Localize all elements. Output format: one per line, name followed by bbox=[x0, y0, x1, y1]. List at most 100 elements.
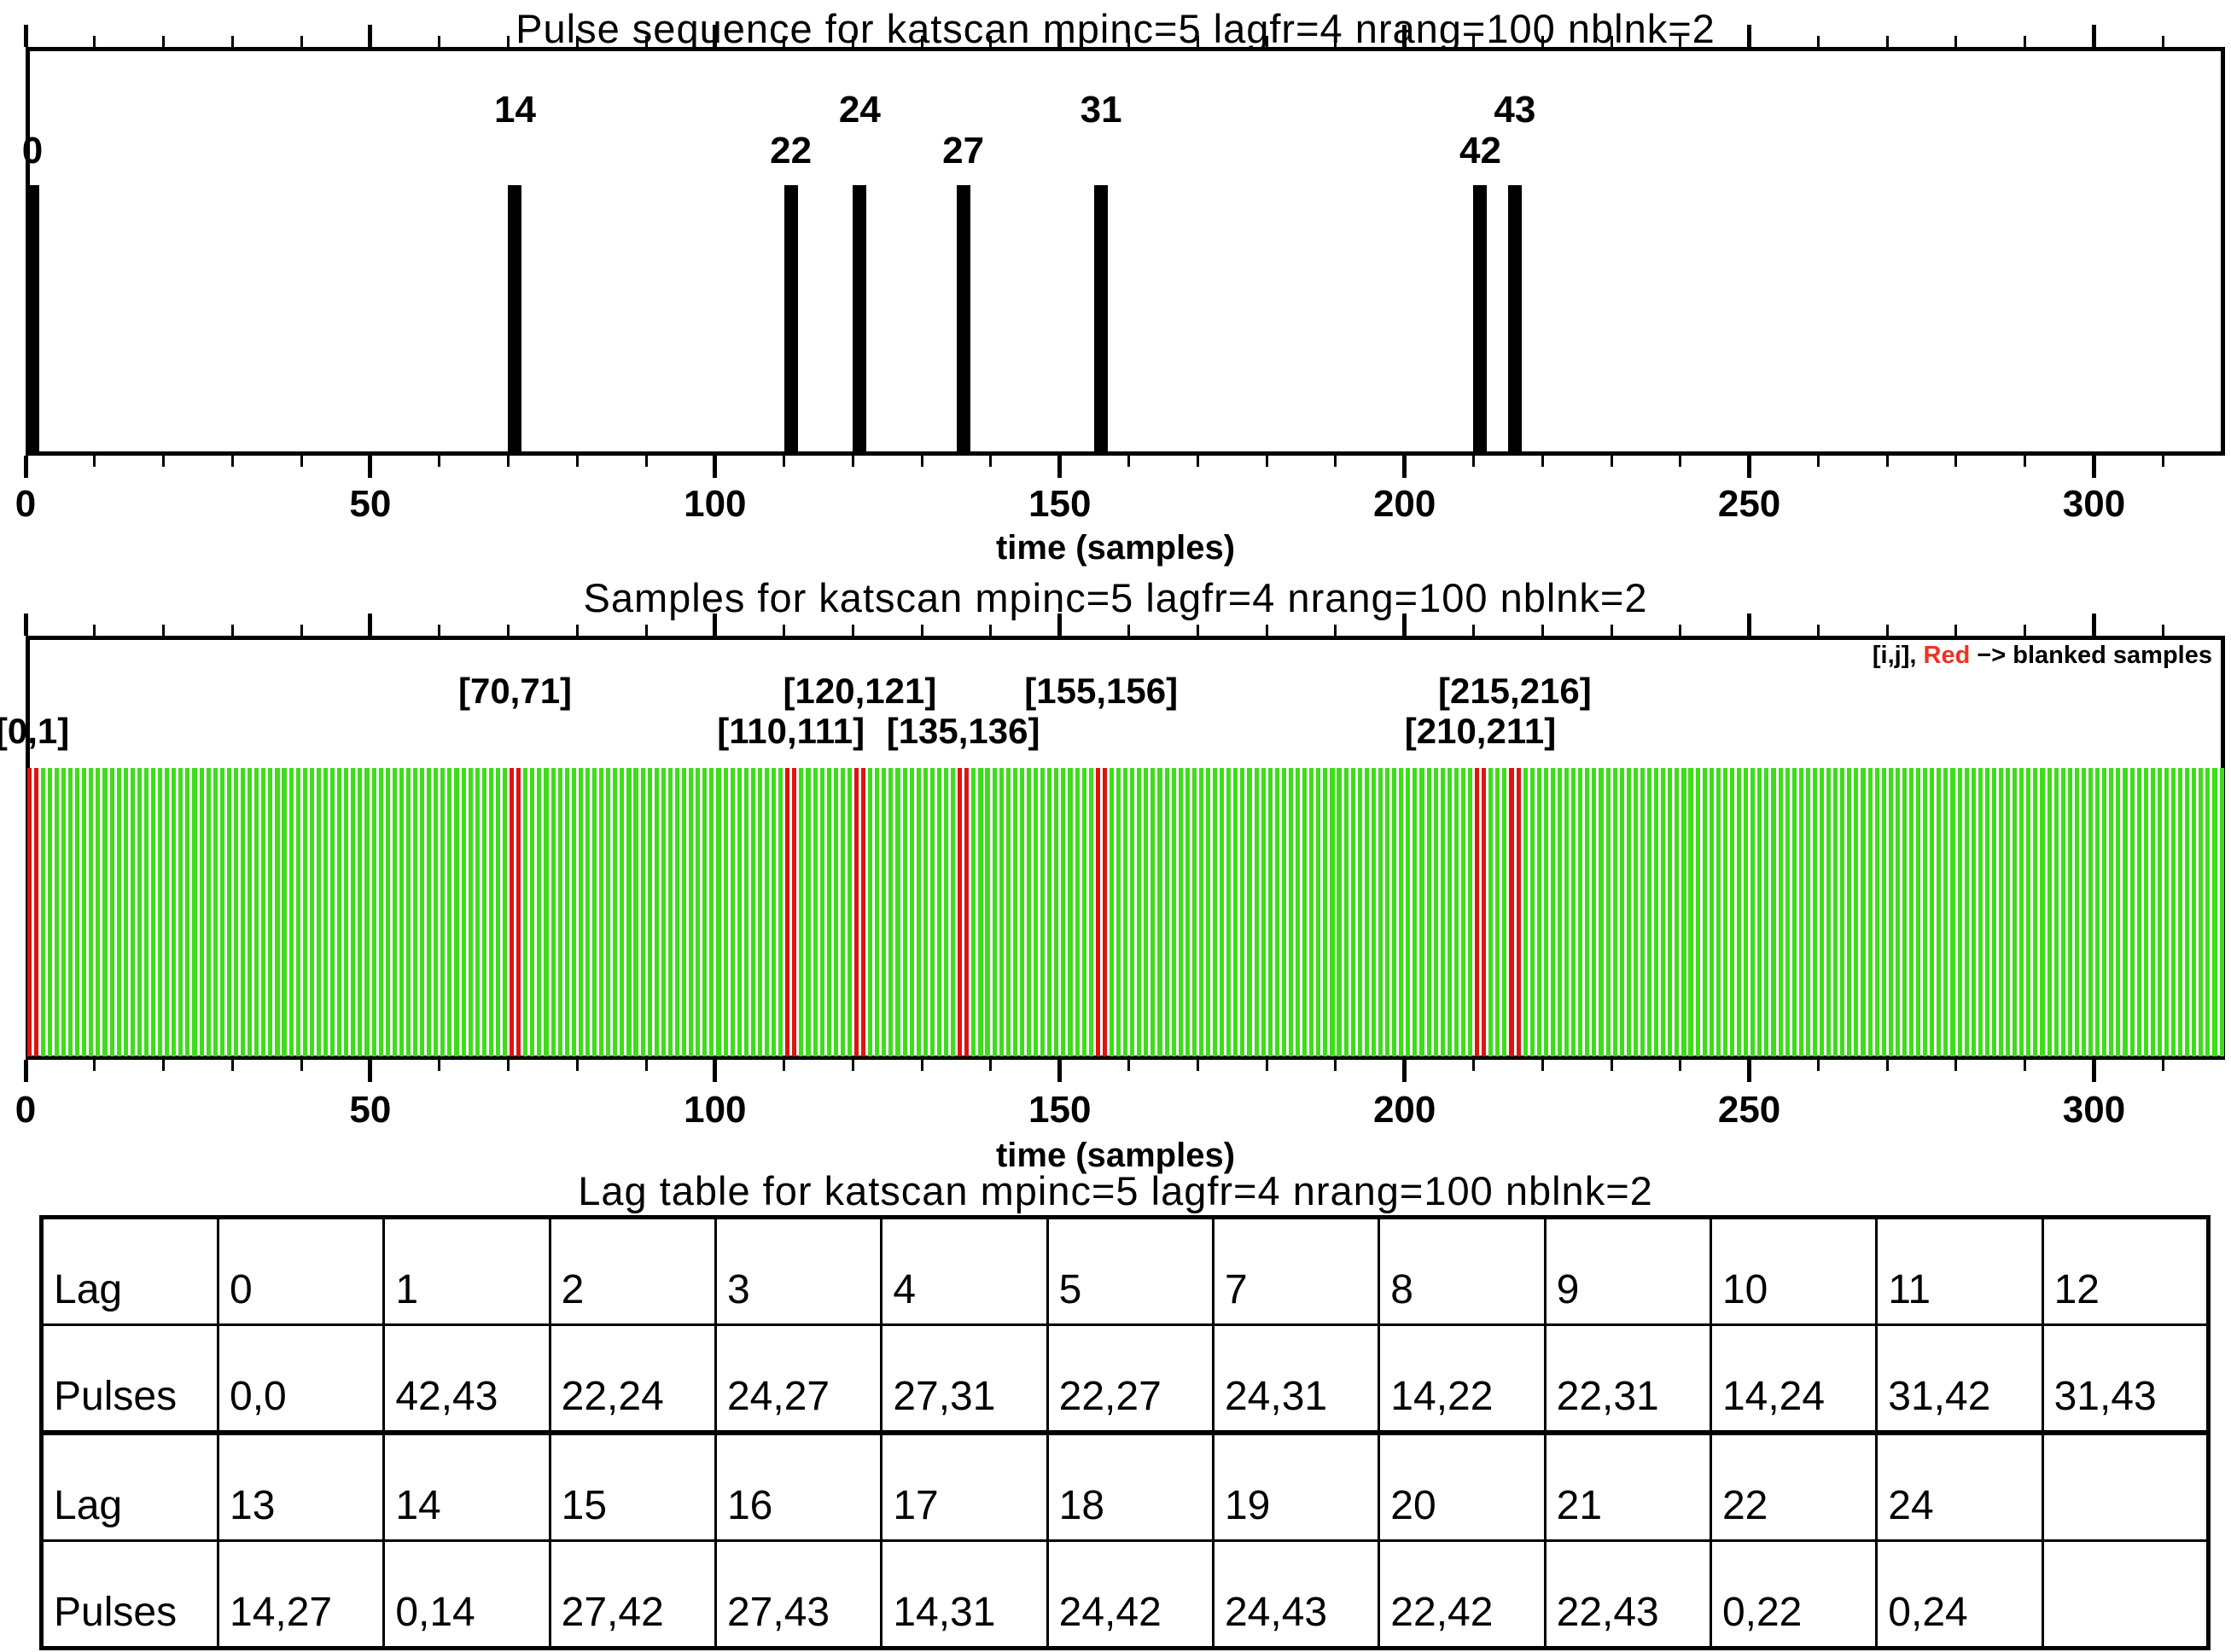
sample-bar bbox=[888, 768, 894, 1056]
sample-bar bbox=[130, 768, 135, 1056]
sample-bar bbox=[1550, 768, 1555, 1056]
x-axis-tick bbox=[2161, 1060, 2164, 1071]
sample-bar bbox=[1605, 768, 1611, 1056]
x-axis-tick bbox=[1885, 36, 1889, 47]
sample-bar bbox=[61, 768, 67, 1056]
pulse-bar bbox=[853, 185, 867, 456]
x-axis-tick bbox=[1265, 36, 1268, 47]
x-axis-tick bbox=[2024, 1060, 2027, 1071]
sample-bar bbox=[102, 768, 108, 1056]
sample-bar bbox=[1047, 768, 1052, 1056]
sample-bar bbox=[592, 768, 597, 1056]
sample-bar bbox=[185, 768, 190, 1056]
lag-table-cell: 27,31 bbox=[880, 1323, 1049, 1435]
sample-bar bbox=[813, 768, 818, 1056]
x-axis-tick bbox=[368, 456, 373, 478]
sample-bar bbox=[895, 768, 900, 1056]
x-axis-tick bbox=[368, 1060, 373, 1082]
sample-bar bbox=[96, 768, 101, 1056]
x-axis-tick bbox=[1679, 456, 1682, 467]
sample-bar bbox=[2136, 768, 2141, 1056]
sample-bar bbox=[2170, 768, 2176, 1056]
x-axis-tick bbox=[783, 1060, 786, 1071]
sample-bar bbox=[620, 768, 625, 1056]
lag-table-cell: 5 bbox=[1046, 1216, 1215, 1326]
x-axis-tick bbox=[989, 1060, 993, 1071]
sample-bar bbox=[2053, 768, 2059, 1056]
sample-bar bbox=[2219, 768, 2224, 1056]
x-axis-tick bbox=[644, 1060, 648, 1071]
sample-bar bbox=[1054, 768, 1059, 1056]
sample-bar bbox=[654, 768, 659, 1056]
lag-table: Lag 0 1 2 3 4 5 7 8 9 10 11 12 Pulses 0,0 42,43 22,24 24,… bbox=[39, 1215, 2211, 1650]
sample-bar bbox=[1854, 768, 1859, 1056]
sample-bar bbox=[192, 768, 197, 1056]
sample-bar bbox=[1619, 768, 1624, 1056]
sample-bar bbox=[412, 768, 418, 1056]
x-axis-tick bbox=[1057, 614, 1063, 636]
lag-table-cell: 42,43 bbox=[382, 1323, 551, 1435]
sample-bar bbox=[1722, 768, 1727, 1056]
sample-bar bbox=[1978, 768, 1983, 1056]
x-axis-tick bbox=[575, 1060, 579, 1071]
blanked-sample-bar bbox=[964, 768, 970, 1056]
sample-bar bbox=[2019, 768, 2024, 1056]
lag-table-row-header: Lag bbox=[40, 1431, 219, 1543]
pulse-number-label: 14 bbox=[494, 89, 536, 131]
x-axis-tick-label: 300 bbox=[2062, 483, 2126, 525]
sample-bar bbox=[1178, 768, 1183, 1056]
sample-bar bbox=[1137, 768, 1142, 1056]
blanked-sample-bar bbox=[785, 768, 790, 1056]
sample-bar bbox=[1343, 768, 1349, 1056]
sample-bar bbox=[323, 768, 329, 1056]
x-axis-tick bbox=[783, 625, 786, 636]
x-axis-tick bbox=[300, 625, 303, 636]
sample-bar bbox=[1888, 768, 1893, 1056]
x-axis-tick bbox=[1610, 456, 1613, 467]
sample-bar bbox=[799, 768, 804, 1056]
sample-bar bbox=[1012, 768, 1017, 1056]
x-axis-tick bbox=[2024, 36, 2027, 47]
x-axis-tick bbox=[23, 456, 28, 478]
pulse-bar bbox=[26, 185, 39, 456]
sample-bar bbox=[1729, 768, 1735, 1056]
sample-bar bbox=[1413, 768, 1418, 1056]
lag-table-cell: 15 bbox=[548, 1431, 717, 1543]
sample-bar bbox=[1206, 768, 1211, 1056]
sample-bar bbox=[606, 768, 611, 1056]
sample-bar bbox=[806, 768, 811, 1056]
lag-table-cell: 14,27 bbox=[216, 1539, 386, 1649]
sample-bar bbox=[1626, 768, 1631, 1056]
x-axis-tick bbox=[300, 36, 303, 47]
lag-table-cell: 0,0 bbox=[216, 1323, 386, 1435]
sample-bar bbox=[1964, 768, 1969, 1056]
x-axis-tick bbox=[1265, 456, 1268, 467]
lag-table-cell: 22,27 bbox=[1046, 1323, 1215, 1435]
x-axis-tick bbox=[1127, 456, 1131, 467]
pulse-bar bbox=[508, 185, 522, 456]
samples-panel-title: Samples for katscan mpinc=5 lagfr=4 nran… bbox=[583, 575, 1648, 620]
sample-pair-label: [155,156] bbox=[1024, 671, 1179, 711]
sample-bar bbox=[1861, 768, 1866, 1056]
lag-table-cell: 22,43 bbox=[1543, 1539, 1712, 1649]
sample-bar bbox=[1453, 768, 1459, 1056]
x-axis-tick bbox=[1610, 1060, 1613, 1071]
sample-bar bbox=[929, 768, 935, 1056]
pulse-bar bbox=[1473, 185, 1488, 456]
sample-bar bbox=[1778, 768, 1783, 1056]
x-axis-tick bbox=[506, 1060, 510, 1071]
sample-bar bbox=[337, 768, 342, 1056]
x-axis-tick bbox=[1334, 36, 1337, 47]
sample-bar bbox=[316, 768, 321, 1056]
sample-bar bbox=[1640, 768, 1646, 1056]
x-axis-tick bbox=[1541, 625, 1544, 636]
sample-bar bbox=[385, 768, 390, 1056]
sample-bar bbox=[1019, 768, 1024, 1056]
sample-bar bbox=[1357, 768, 1362, 1056]
sample-bar bbox=[481, 768, 486, 1056]
sample-bar bbox=[2109, 768, 2114, 1056]
lag-table-cell: 1 bbox=[382, 1216, 551, 1326]
x-axis-tick bbox=[2161, 625, 2164, 636]
sample-pair-label: [0,1] bbox=[0, 711, 70, 751]
sample-bar bbox=[1695, 768, 1700, 1056]
